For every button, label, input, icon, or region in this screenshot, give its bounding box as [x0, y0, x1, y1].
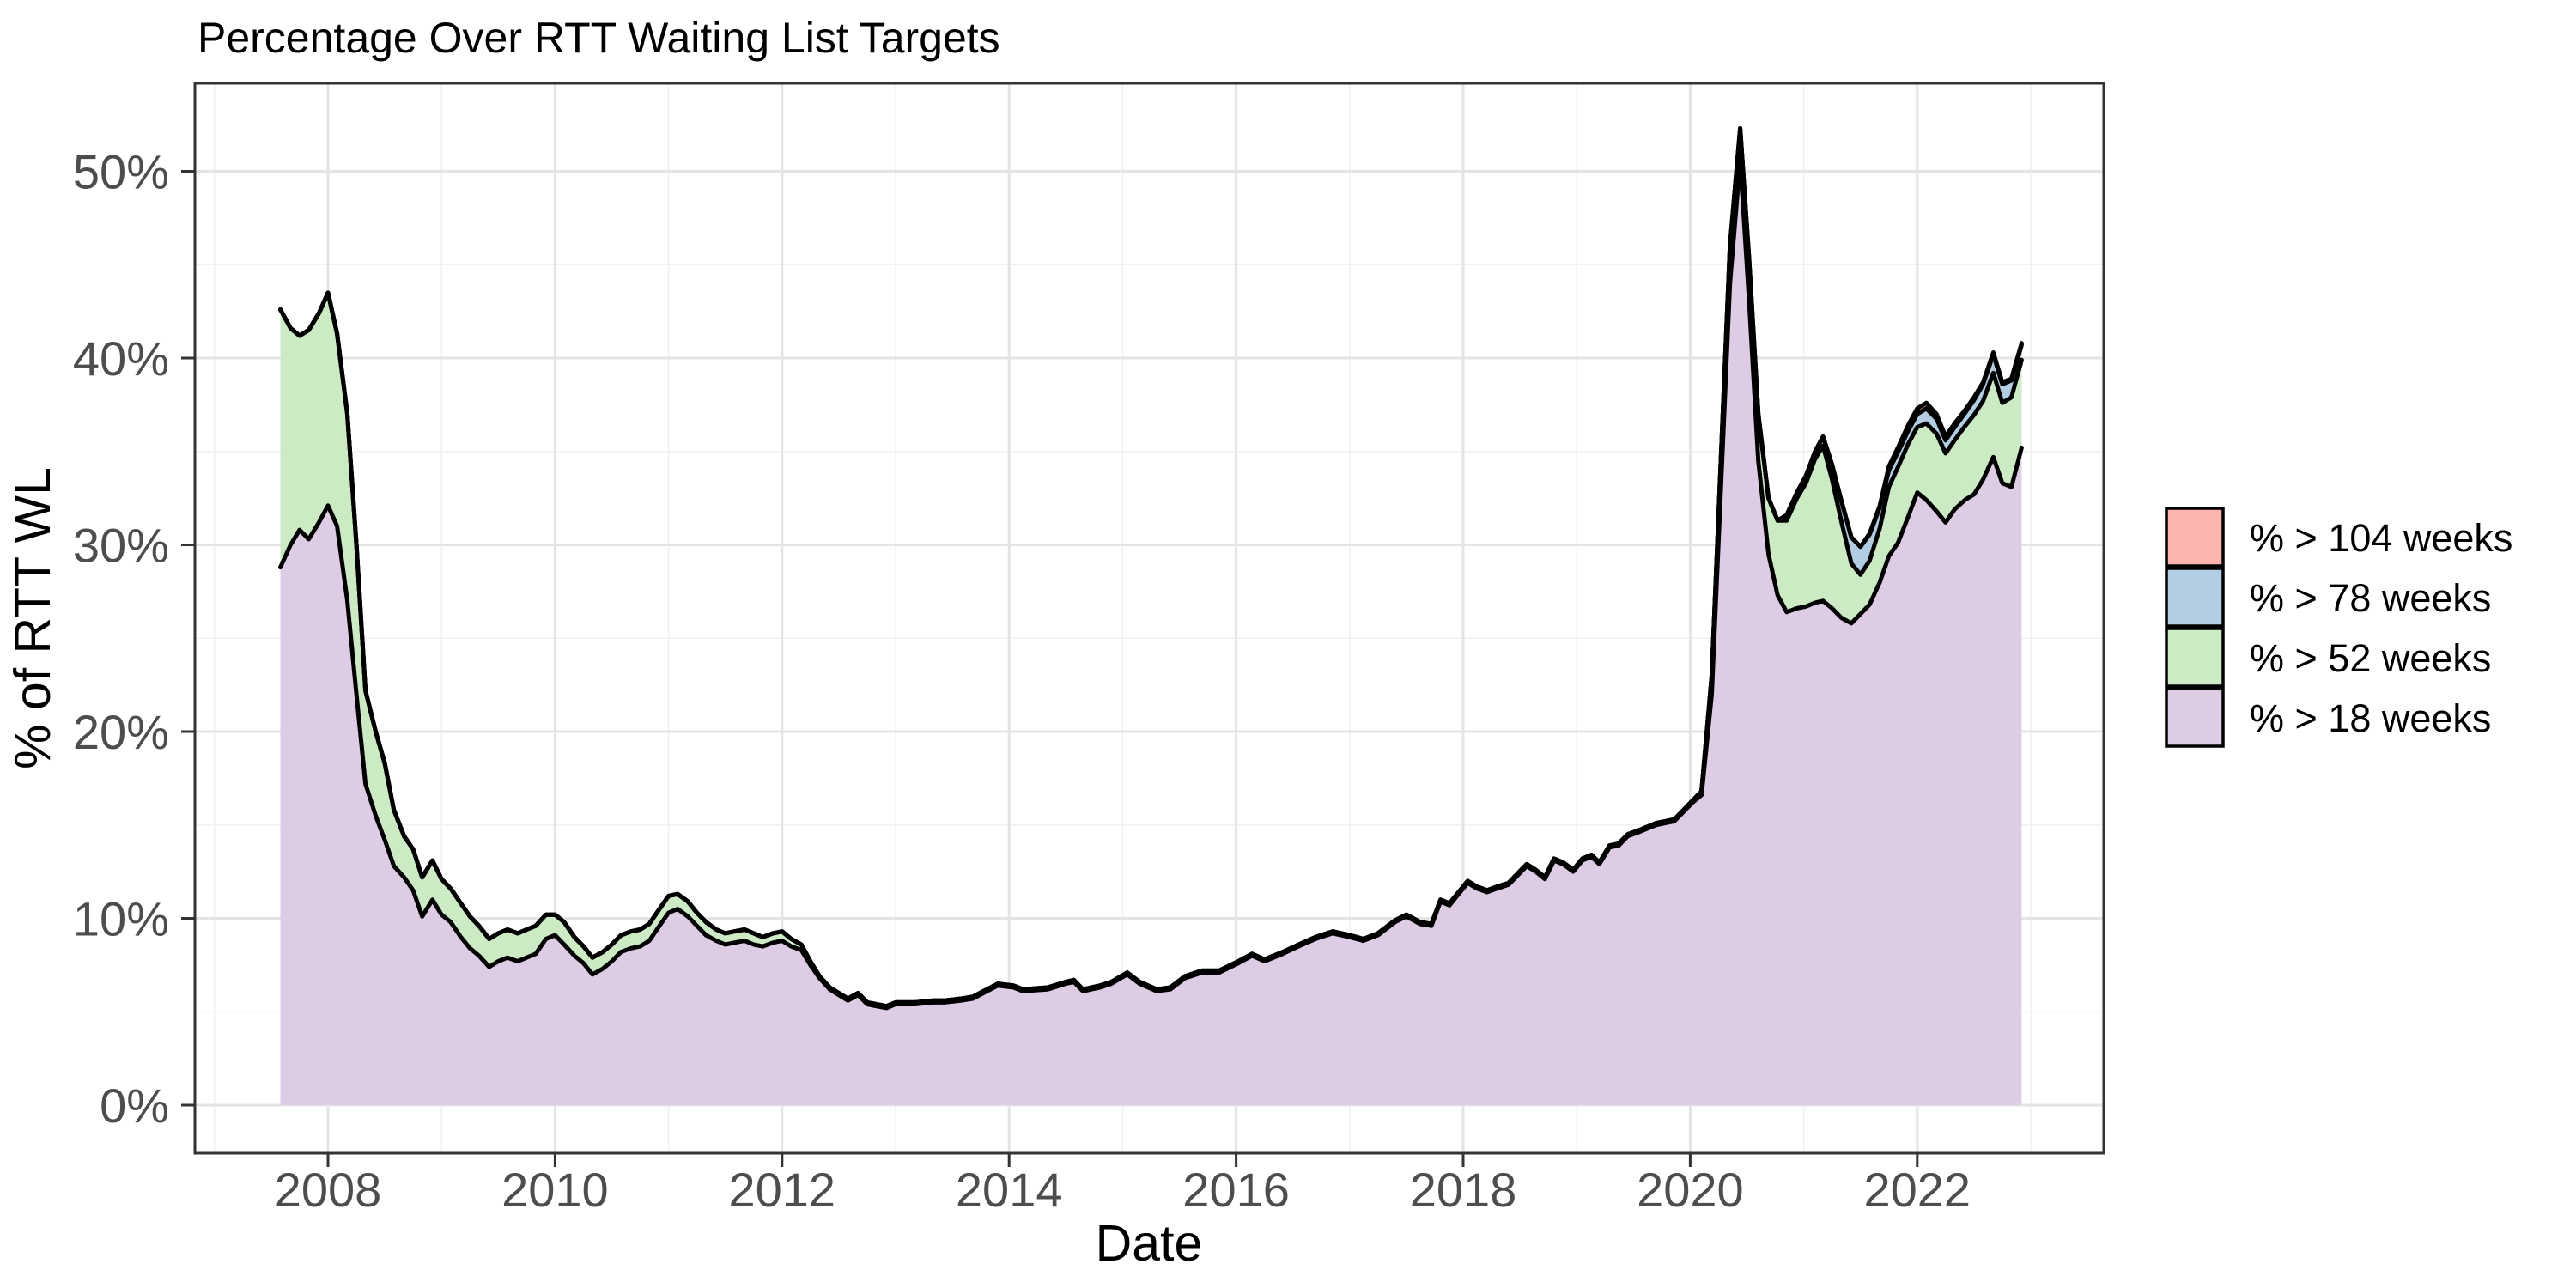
axis-tick-marks: [181, 170, 1919, 1167]
x-tick-label: 2022: [1864, 1163, 1971, 1217]
legend-swatch-18-weeks: [2165, 687, 2225, 748]
series-outlines: [278, 126, 2024, 1011]
x-axis-title: Date: [1096, 1215, 1203, 1272]
x-tick-label: 2008: [275, 1163, 382, 1217]
area-18-weeks: [280, 160, 2022, 1105]
legend-swatch-52-weeks: [2165, 627, 2225, 688]
y-tick-label: 40%: [73, 331, 169, 386]
y-tick-label: 10%: [73, 892, 169, 946]
legend-label-78-weeks: % > 78 weeks: [2250, 576, 2491, 620]
stacked-areas: [280, 128, 2022, 1105]
legend-label-104-weeks: % > 104 weeks: [2250, 516, 2512, 560]
x-tick-label: 2014: [956, 1163, 1063, 1217]
legend-label-52-weeks: % > 52 weeks: [2250, 636, 2491, 680]
y-axis-tick-labels: 0% 10% 20% 30% 40% 50%: [73, 145, 169, 1133]
outline-104-weeks: [278, 126, 2024, 1009]
y-tick-label: 0%: [100, 1078, 169, 1133]
x-tick-label: 2018: [1410, 1163, 1517, 1217]
y-tick-label: 50%: [73, 145, 169, 199]
x-tick-label: 2012: [729, 1163, 836, 1217]
y-tick-label: 30%: [73, 519, 169, 573]
x-tick-label: 2016: [1182, 1163, 1290, 1217]
legend-label-18-weeks: % > 18 weeks: [2250, 696, 2491, 740]
x-tick-label: 2010: [501, 1163, 609, 1217]
panel-border: [193, 82, 2105, 1155]
y-tick-label: 20%: [73, 705, 169, 759]
legend-swatch-104-weeks: [2165, 507, 2225, 568]
legend: % > 104 weeks % > 78 weeks % > 52 weeks % >…: [2165, 507, 2512, 748]
area-52-weeks: [280, 128, 2022, 1008]
y-axis-title: % of RTT WL: [4, 467, 61, 769]
chart-title: Percentage Over RTT Waiting List Targets: [197, 14, 1000, 62]
legend-swatch-78-weeks: [2165, 567, 2225, 628]
x-axis-tick-labels: 2008 2010 2012 2014 2016 2018 2020 2022: [275, 1163, 1971, 1217]
x-tick-label: 2020: [1637, 1163, 1744, 1217]
